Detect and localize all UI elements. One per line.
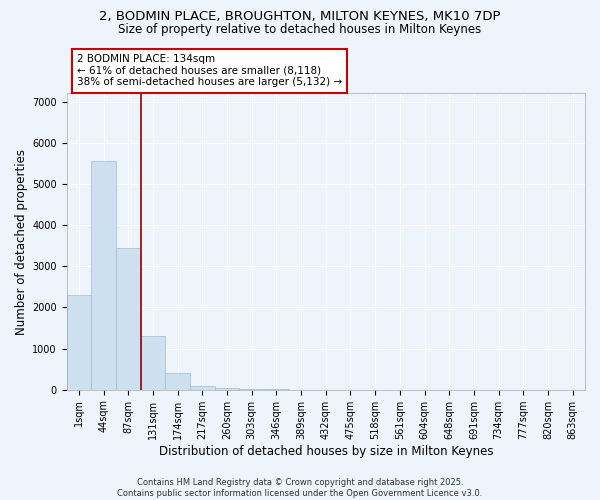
Bar	[165, 374, 190, 390]
Bar	[190, 386, 215, 390]
Bar	[215, 388, 239, 390]
Text: Contains HM Land Registry data © Crown copyright and database right 2025.
Contai: Contains HM Land Registry data © Crown c…	[118, 478, 482, 498]
Bar	[239, 389, 264, 390]
Bar	[67, 295, 91, 390]
Text: 2 BODMIN PLACE: 134sqm
← 61% of detached houses are smaller (8,118)
38% of semi-: 2 BODMIN PLACE: 134sqm ← 61% of detached…	[77, 54, 342, 88]
Text: 2, BODMIN PLACE, BROUGHTON, MILTON KEYNES, MK10 7DP: 2, BODMIN PLACE, BROUGHTON, MILTON KEYNE…	[99, 10, 501, 23]
Bar	[140, 336, 165, 390]
Y-axis label: Number of detached properties: Number of detached properties	[15, 148, 28, 334]
X-axis label: Distribution of detached houses by size in Milton Keynes: Distribution of detached houses by size …	[158, 444, 493, 458]
Bar	[91, 162, 116, 390]
Text: Size of property relative to detached houses in Milton Keynes: Size of property relative to detached ho…	[118, 22, 482, 36]
Bar	[116, 248, 140, 390]
